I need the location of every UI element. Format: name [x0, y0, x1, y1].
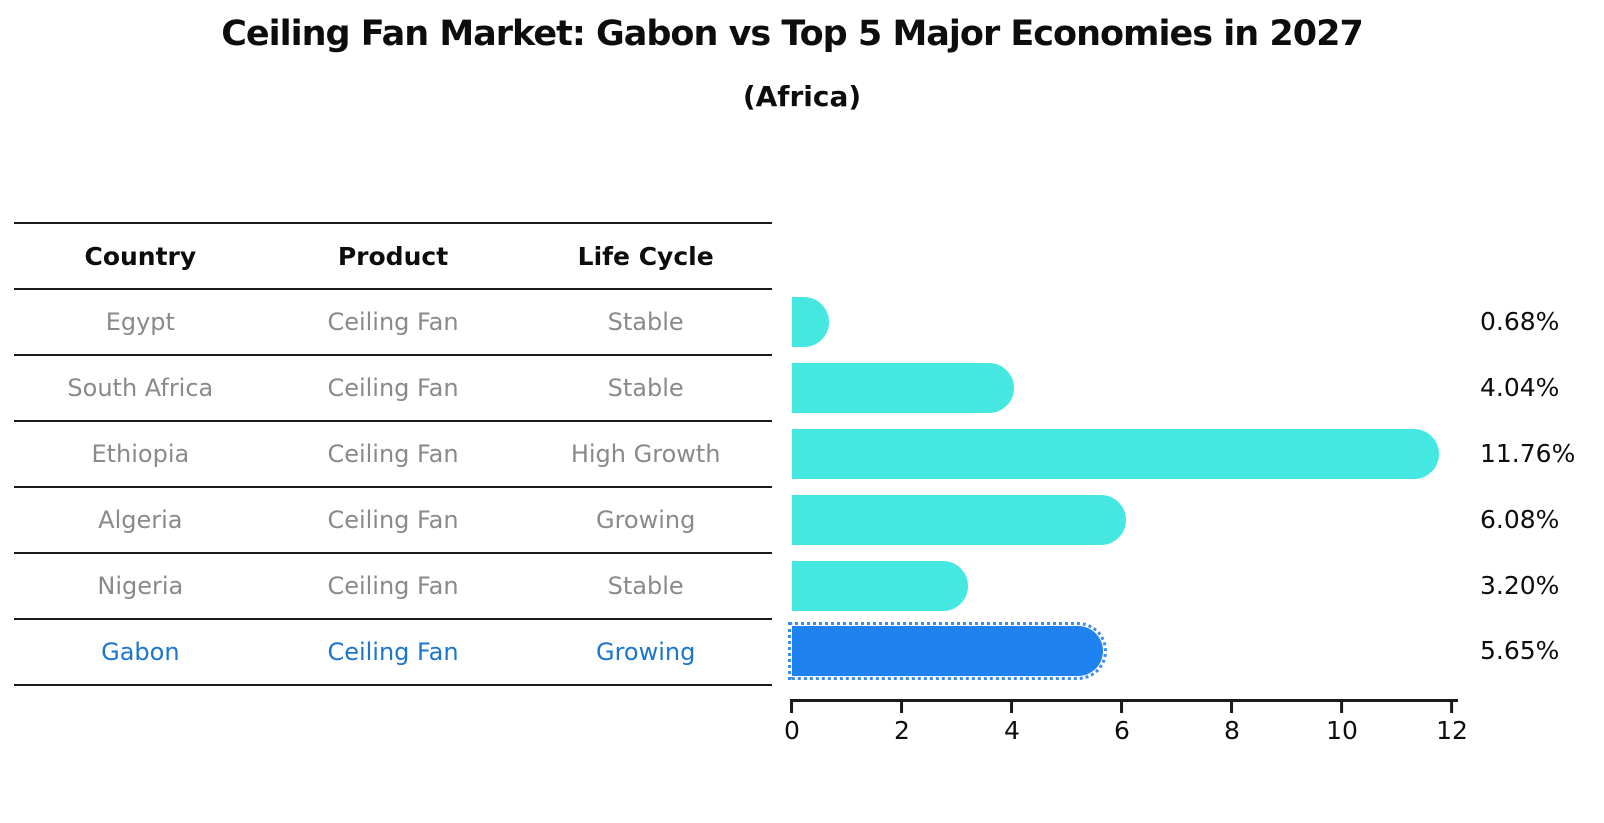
country-cell: Algeria	[98, 506, 183, 534]
x-axis-tick: 4	[1004, 702, 1020, 745]
tick-mark	[1450, 702, 1454, 713]
country-cell: Egypt	[105, 308, 175, 336]
product-cell: Ceiling Fan	[327, 506, 459, 534]
lifecycle-cell: High Growth	[570, 440, 721, 468]
tick-mark	[1010, 702, 1014, 713]
tick-label: 8	[1224, 716, 1240, 745]
table-row-gabon: Gabon Ceiling Fan Growing	[14, 618, 772, 686]
x-axis-tick: 6	[1114, 702, 1130, 745]
column-header-country: Country	[84, 241, 197, 271]
table-row-algeria: Algeria Ceiling Fan Growing	[14, 486, 772, 552]
x-axis-tick: 0	[784, 702, 800, 745]
lifecycle-cell: Stable	[607, 308, 684, 336]
x-axis	[790, 699, 1458, 702]
country-cell: Ethiopia	[91, 440, 190, 468]
tick-mark	[790, 702, 794, 713]
product-cell: Ceiling Fan	[327, 572, 459, 600]
country-cell: Nigeria	[97, 572, 184, 600]
tick-mark	[1120, 702, 1124, 713]
value-label: 11.76%	[1480, 439, 1576, 468]
bar-algeria	[792, 495, 1127, 545]
product-cell: Ceiling Fan	[327, 440, 459, 468]
bar-gabon	[788, 622, 1107, 680]
tick-mark	[900, 702, 904, 713]
country-cell: South Africa	[67, 374, 214, 402]
column-header-product: Product	[337, 241, 449, 271]
table-row-south-africa: South Africa Ceiling Fan Stable	[14, 354, 772, 420]
chart-title: Ceiling Fan Market: Gabon vs Top 5 Major…	[221, 14, 1364, 54]
bar-nigeria	[792, 561, 968, 611]
value-label: 0.68%	[1480, 307, 1560, 336]
x-axis-tick: 2	[894, 702, 910, 745]
tick-label: 12	[1436, 716, 1468, 745]
lifecycle-cell: Growing	[595, 638, 696, 666]
country-cell: Gabon	[101, 638, 180, 666]
x-axis-tick: 10	[1326, 702, 1358, 745]
lifecycle-cell: Growing	[595, 506, 696, 534]
tick-mark	[1340, 702, 1344, 713]
value-label: 6.08%	[1480, 505, 1560, 534]
column-header-lifecycle: Life Cycle	[577, 241, 714, 271]
product-cell: Ceiling Fan	[327, 638, 459, 666]
tick-mark	[1230, 702, 1234, 713]
bar-south-africa	[792, 363, 1015, 413]
value-label: 3.20%	[1480, 571, 1560, 600]
product-cell: Ceiling Fan	[327, 308, 459, 336]
value-label: 5.65%	[1480, 636, 1560, 665]
table-row-nigeria: Nigeria Ceiling Fan Stable	[14, 552, 772, 618]
bar-egypt	[792, 297, 830, 347]
x-axis-tick: 8	[1224, 702, 1240, 745]
table-row-ethiopia: Ethiopia Ceiling Fan High Growth	[14, 420, 772, 486]
x-axis-tick: 12	[1436, 702, 1468, 745]
lifecycle-cell: Stable	[607, 572, 684, 600]
chart-subtitle: (Africa)	[742, 80, 862, 113]
lifecycle-cell: Stable	[607, 374, 684, 402]
value-label: 4.04%	[1480, 373, 1560, 402]
table-header-row: Country Product Life Cycle	[14, 222, 772, 288]
table-row-egypt: Egypt Ceiling Fan Stable	[14, 288, 772, 354]
country-table: Country Product Life Cycle Egypt Ceiling…	[14, 222, 772, 686]
tick-label: 0	[784, 716, 800, 745]
bar-ethiopia	[792, 429, 1439, 479]
tick-label: 10	[1326, 716, 1358, 745]
tick-label: 2	[894, 716, 910, 745]
tick-label: 4	[1004, 716, 1020, 745]
tick-label: 6	[1114, 716, 1130, 745]
product-cell: Ceiling Fan	[327, 374, 459, 402]
